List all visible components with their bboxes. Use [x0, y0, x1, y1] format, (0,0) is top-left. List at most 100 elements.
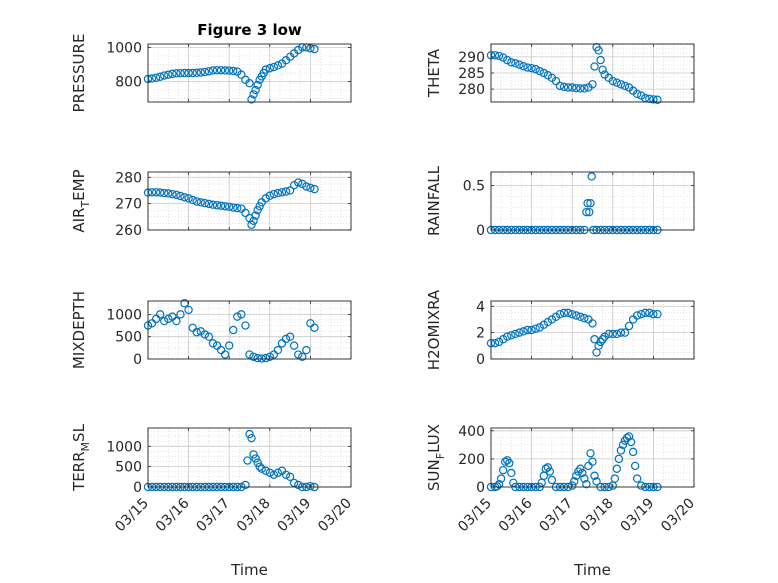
data-point — [637, 309, 646, 319]
subplot-pressure: 800 1000 PRESSURE Figure 3 low — [70, 21, 352, 112]
data-point — [204, 332, 214, 341]
y-tick-label: 270 — [115, 197, 142, 213]
data-point — [212, 201, 222, 210]
data-point — [586, 449, 595, 458]
data-point — [598, 65, 607, 74]
x-tick-label: 03/16 — [153, 495, 193, 535]
data-point — [503, 332, 512, 341]
data-point — [527, 63, 536, 73]
data-point — [653, 95, 662, 104]
x-tick-label: 03/15 — [455, 495, 495, 535]
data-point — [306, 481, 315, 491]
data-point — [192, 197, 201, 206]
data-point — [302, 345, 311, 355]
y-axis-label: AIRTEMP — [70, 169, 92, 232]
x-tick-label: 03/16 — [496, 495, 536, 535]
data-point — [208, 339, 218, 348]
data-point — [620, 81, 630, 91]
y-tick-label: 0 — [476, 223, 485, 239]
data-point — [588, 80, 597, 89]
data-point — [204, 199, 214, 209]
data-point — [151, 73, 161, 82]
data-point — [281, 470, 291, 479]
data-point — [563, 83, 573, 92]
data-point — [612, 464, 622, 473]
data-point — [543, 463, 553, 472]
data-point — [580, 84, 589, 93]
data-point — [594, 46, 603, 55]
data-point — [253, 206, 262, 215]
data-point — [164, 189, 173, 198]
data-point — [641, 308, 650, 318]
data-point — [208, 200, 218, 209]
axes-box — [147, 300, 352, 360]
data-point — [608, 329, 618, 339]
data-point — [269, 470, 279, 479]
data-point — [624, 432, 634, 441]
y-axis-label: THETA — [425, 48, 443, 98]
data-point — [188, 195, 197, 205]
data-point — [241, 321, 250, 330]
data-point — [180, 193, 189, 202]
data-point — [155, 310, 165, 319]
data-point — [572, 83, 581, 93]
axes-box — [147, 43, 352, 103]
data-point — [598, 335, 607, 344]
data-point — [494, 51, 504, 61]
subplot-mixdepth: 0 500 1000 MIXDEPTH — [70, 291, 352, 369]
y-axis-label: RAINFALL — [425, 165, 443, 236]
data-point — [229, 325, 238, 335]
data-point — [249, 216, 258, 225]
data-point — [269, 189, 279, 199]
data-point — [568, 83, 577, 92]
data-point — [281, 334, 291, 344]
data-point — [251, 454, 260, 463]
data-point — [555, 81, 565, 91]
data-point — [614, 454, 624, 464]
y-tick-label: 2 — [476, 326, 485, 342]
x-tick-label: 03/18 — [234, 495, 274, 535]
data-point — [507, 468, 516, 478]
data-point — [637, 481, 646, 490]
data-point — [273, 188, 283, 198]
data-point — [212, 66, 222, 75]
data-point — [220, 66, 230, 75]
data-point — [576, 312, 585, 322]
data-point — [310, 184, 319, 194]
data-point — [531, 324, 540, 333]
data-point — [224, 202, 234, 211]
y-tick-label: 4 — [476, 299, 485, 315]
data-point — [563, 308, 573, 318]
subplot-h2omixra: 0 2 4 H2OMIXRA — [425, 289, 695, 370]
data-point — [253, 80, 262, 90]
data-point — [172, 69, 181, 78]
data-point — [572, 311, 581, 320]
figure-title: Figure 3 low — [197, 21, 302, 39]
data-point — [596, 55, 605, 65]
y-tick-label: 500 — [115, 460, 142, 476]
data-point — [555, 309, 565, 319]
data-point — [247, 95, 256, 104]
data-point — [216, 201, 226, 210]
data-point — [255, 462, 264, 471]
y-tick-label: 260 — [115, 223, 142, 239]
data-point — [249, 450, 258, 459]
data-point — [585, 207, 594, 217]
data-point — [490, 51, 500, 60]
data-point — [507, 331, 516, 340]
data-point — [265, 468, 274, 477]
data-point — [578, 468, 587, 478]
data-point — [265, 352, 274, 361]
data-point — [645, 308, 654, 318]
data-point — [608, 76, 618, 86]
data-point — [255, 202, 264, 211]
data-point — [616, 446, 626, 455]
data-point — [490, 338, 500, 348]
data-point — [273, 345, 283, 355]
data-point — [551, 76, 561, 86]
y-axis-label: H2OMIXRA — [425, 289, 443, 370]
data-point — [592, 477, 601, 486]
y-tick-label: 400 — [458, 424, 485, 440]
data-point — [172, 316, 181, 326]
